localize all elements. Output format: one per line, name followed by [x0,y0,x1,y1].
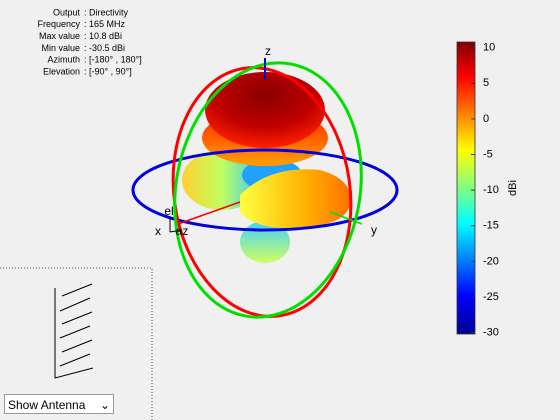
info-value: : 10.8 dBi [84,31,122,41]
antenna [54,283,94,379]
info-value: : [-90° , 90°] [84,66,132,76]
info-value: : Directivity [84,7,129,17]
colorbar-tick-label: -10 [483,184,499,196]
info-label: Max value [39,31,80,41]
colorbar-tick-label: 5 [483,77,489,89]
axis-label: el [164,204,173,218]
colorbar-tick-label: -30 [483,326,499,338]
colorbar-label: dBi [507,180,519,196]
colorbar-tick-label: -25 [483,291,499,303]
info-panel: Output: Directivity Frequency : 165 MHz Max… [37,7,141,76]
info-value: : 165 MHz [84,19,126,29]
x-axis [177,201,241,225]
orient-axis [169,229,183,233]
info-label: Elevation [43,66,80,76]
info-label: Min value [41,43,80,53]
info-label: Frequency [37,19,80,29]
colorbar [456,41,476,335]
colorbar-tick-label: -5 [483,148,493,160]
azimuth-circle [131,148,399,232]
elevation-circle [173,61,363,319]
info-value: : [-180° , 180°] [84,55,142,65]
axis-label: z [265,44,271,58]
y-axis [329,211,363,225]
info-label: Output [53,7,81,17]
colorbar-tick-label: 10 [483,42,495,54]
dropdown-arrow[interactable]: ⌄ [99,398,110,412]
lobe [205,72,325,148]
axis-label: y [371,223,377,237]
info-label: Azimuth [47,55,80,65]
pattern [182,72,351,263]
dropdown[interactable]: Show Antenna ⌄ [4,394,114,414]
axis-label: x [155,224,161,238]
colorbar-tick-label: 0 [483,113,489,125]
lobe [240,169,351,229]
info-value: : -30.5 dBi [84,43,125,53]
dropdown-text: Show Antenna [8,398,86,412]
lobe [240,221,290,263]
colorbar-tick-label: -15 [483,220,499,232]
axis-label: az [176,224,189,238]
colorbar-tick-label: -20 [483,255,499,267]
